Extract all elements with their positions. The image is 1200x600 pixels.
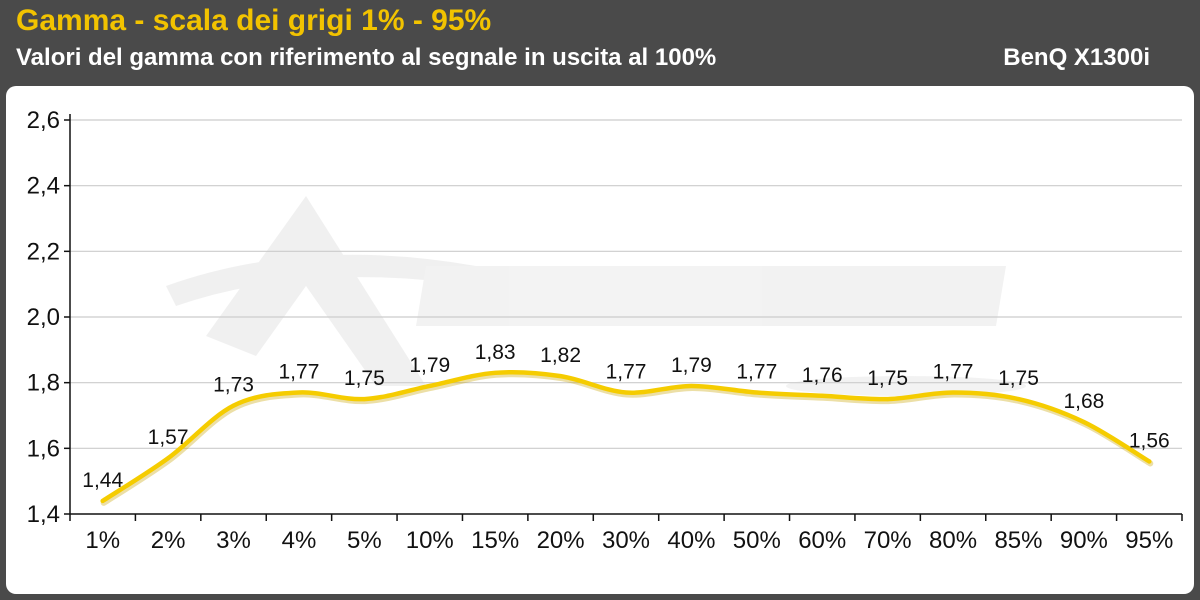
data-point — [231, 403, 236, 408]
x-tick-label: 15% — [471, 527, 519, 554]
y-tick-label: 1,6 — [27, 435, 60, 462]
x-tick-label: 30% — [602, 527, 650, 554]
chart-axes — [69, 114, 1182, 515]
y-tick-label: 2,0 — [27, 304, 60, 331]
data-label: 1,76 — [802, 364, 843, 387]
x-tick-label: 90% — [1060, 527, 1108, 554]
x-tick-label: 5% — [347, 527, 382, 554]
x-tick-label: 3% — [216, 527, 251, 554]
x-tick-label: 1% — [85, 527, 120, 554]
data-label: 1,79 — [409, 354, 450, 377]
chart-header: Gamma - scala dei grigi 1% - 95% Valori … — [0, 0, 1200, 84]
data-point — [951, 390, 956, 395]
chart-title: Gamma - scala dei grigi 1% - 95% — [16, 4, 492, 37]
x-tick-label: 60% — [798, 527, 846, 554]
x-tick-label: 20% — [537, 527, 585, 554]
y-axis-ticks: 1,4 1,6 1,8 2,0 2,2 2,4 2,6 — [27, 107, 70, 528]
data-point — [754, 390, 759, 395]
data-point — [427, 383, 432, 388]
watermark-logo-icon — [166, 196, 1026, 396]
x-tick-label: 85% — [994, 527, 1042, 554]
y-tick-label: 1,4 — [27, 501, 60, 528]
data-label: 1,77 — [933, 361, 974, 384]
chart-panel: 1,4 1,6 1,8 2,0 2,2 2,4 2,6 1% 2% 3% 4% 5% 10% 15% 20… — [6, 86, 1194, 594]
gamma-line-chart: 1,4 1,6 1,8 2,0 2,2 2,4 2,6 1% 2% 3% 4% 5% 10% 15% 20… — [27, 107, 1183, 554]
data-point — [820, 393, 825, 398]
x-tick-label: 50% — [733, 527, 781, 554]
y-tick-label: 2,6 — [27, 107, 60, 134]
data-label: 1,73 — [213, 374, 254, 397]
data-point — [689, 383, 694, 388]
data-label: 1,79 — [671, 354, 712, 377]
data-labels: 1,44 1,57 1,73 1,77 1,75 1,79 1,83 1,82 1,77 1,79… — [82, 341, 1169, 492]
data-label: 1,75 — [867, 367, 908, 390]
x-tick-label: 70% — [864, 527, 912, 554]
data-point — [1147, 459, 1152, 464]
data-label: 1,77 — [606, 361, 647, 384]
data-point — [885, 397, 890, 402]
data-point — [362, 397, 367, 402]
y-tick-label: 2,2 — [27, 238, 60, 265]
product-name: BenQ X1300i — [1003, 44, 1150, 71]
x-tick-label: 4% — [282, 527, 317, 554]
data-point — [1081, 420, 1086, 425]
grid-lines — [70, 119, 1182, 449]
data-point — [296, 390, 301, 395]
x-tick-label: 2% — [151, 527, 186, 554]
y-tick-label: 1,8 — [27, 370, 60, 397]
data-label: 1,44 — [82, 469, 123, 492]
data-label: 1,82 — [540, 344, 581, 367]
data-point — [624, 390, 628, 395]
x-tick-label: 10% — [406, 527, 454, 554]
data-label: 1,77 — [736, 361, 777, 384]
data-label: 1,56 — [1129, 429, 1170, 452]
data-point — [100, 498, 105, 503]
x-tick-label: 80% — [929, 527, 977, 554]
data-label: 1,75 — [344, 367, 385, 390]
data-point — [493, 370, 498, 375]
data-point — [558, 374, 563, 379]
data-label: 1,68 — [1063, 390, 1104, 413]
y-tick-label: 2,4 — [27, 173, 60, 200]
data-point — [166, 456, 171, 461]
data-label: 1,57 — [148, 426, 189, 449]
data-label: 1,75 — [998, 367, 1039, 390]
data-label: 1,77 — [279, 361, 320, 384]
series-gamma — [100, 369, 1154, 506]
chart-subtitle: Valori del gamma con riferimento al segn… — [16, 44, 717, 71]
x-tick-label: 95% — [1125, 527, 1173, 554]
x-axis-ticks: 1% 2% 3% 4% 5% 10% 15% 20% 30% 40% 50% 60% 70% 80% 85%… — [69, 514, 1183, 554]
data-label: 1,83 — [475, 341, 516, 364]
x-tick-label: 40% — [667, 527, 715, 554]
data-point — [1016, 397, 1021, 402]
